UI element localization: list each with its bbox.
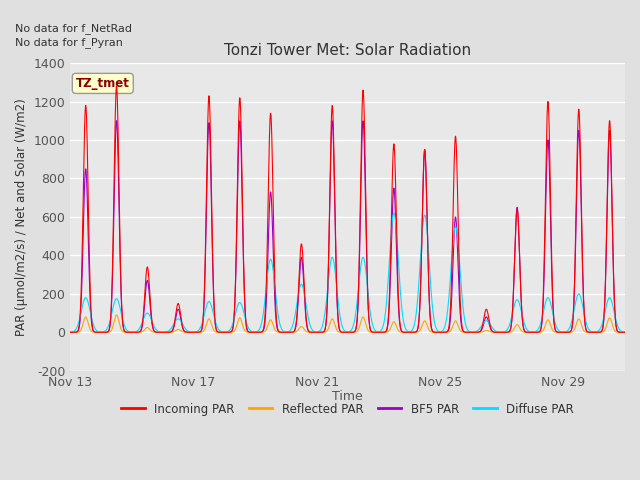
Text: TZ_tmet: TZ_tmet bbox=[76, 77, 130, 90]
Text: No data for f_NetRad
No data for f_Pyran: No data for f_NetRad No data for f_Pyran bbox=[15, 23, 132, 48]
Title: Tonzi Tower Met: Solar Radiation: Tonzi Tower Met: Solar Radiation bbox=[224, 43, 471, 58]
X-axis label: Time: Time bbox=[332, 390, 363, 403]
Y-axis label: PAR (μmol/m2/s) / Net and Solar (W/m2): PAR (μmol/m2/s) / Net and Solar (W/m2) bbox=[15, 98, 28, 336]
Legend: Incoming PAR, Reflected PAR, BF5 PAR, Diffuse PAR: Incoming PAR, Reflected PAR, BF5 PAR, Di… bbox=[116, 398, 579, 420]
